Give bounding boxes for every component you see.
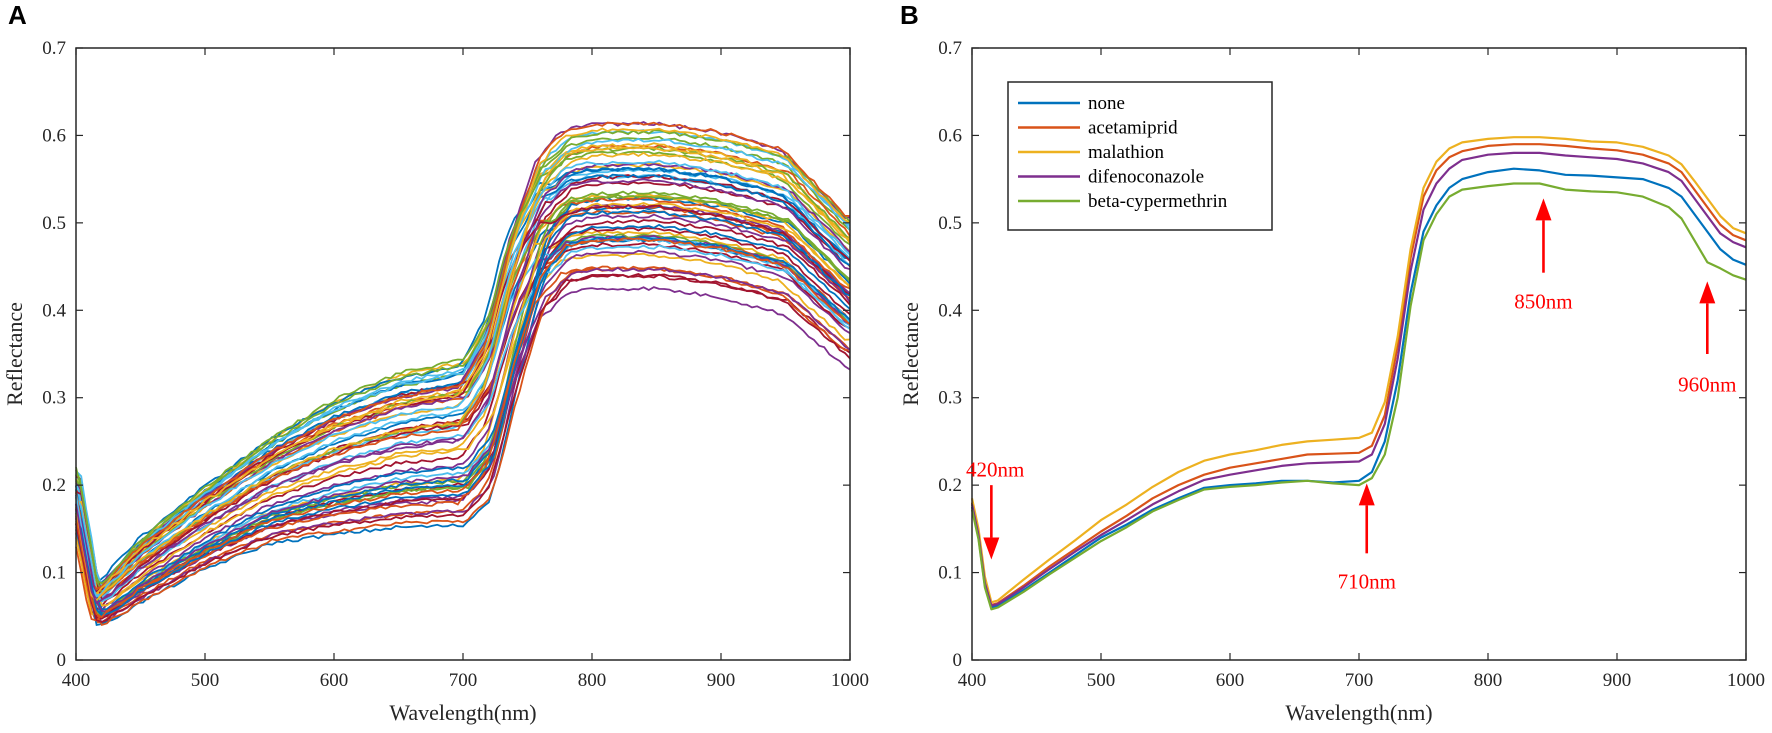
panel-b-ytick-label: 0.7 [938,38,962,59]
panel-b-xtick-label: 900 [1603,670,1632,691]
panel-b-ytick-label: 0.1 [938,563,962,584]
panel-a-ytick-label: 0.4 [42,300,66,321]
panel-b-xtick-label: 500 [1087,670,1116,691]
panel-b-xtick-label: 400 [958,670,987,691]
panel-b-ytick-label: 0.3 [938,388,962,409]
panel-b-ytick-label: 0.6 [938,125,962,146]
panel-a-ytick-label: 0.3 [42,388,66,409]
legend-box [1007,81,1273,231]
spectrum-line [75,193,851,607]
panel-a-ytick-label: 0.1 [42,563,66,584]
annotation-710nm: 710nm [1338,569,1396,593]
panel-a-series [75,121,851,627]
legend-label-acetamiprid: acetamiprid [1088,118,1178,139]
annotation-850nm: 850nm [1514,290,1572,314]
panel-a-xlabel: Wavelength(nm) [389,700,536,725]
panel-b-ytick-label: 0.4 [938,300,962,321]
spectrum-line [75,121,851,591]
panel-a: A 400 500 600 700 800 900 1000 0 0.1 0.2 0.3 0.4 0.5… [2,0,869,725]
panel-a-ylabel: Reflectance [2,302,27,406]
panel-a-ticks: 400 500 600 700 800 900 1000 0 0.1 0.2 0.3 0.4 0.5 0.… [42,38,869,691]
panel-b-xtick-label: 800 [1474,670,1503,691]
annotation-960nm: 960nm [1678,373,1736,397]
legend-label-difenoconazole: difenoconazole [1088,167,1204,188]
series-line-beta-cypermethrin [970,182,1747,611]
spectrum-line [75,266,851,613]
panel-b-ticks: 400 500 600 700 800 900 1000 0 0.1 0.2 0.3 0.4 0.5 0.… [938,38,1765,691]
panel-b: B 400 500 600 700 800 900 1000 0 0.1 0.2 0.3 0.4 0.5… [898,0,1765,725]
spectrum-line [75,178,851,605]
panel-a-xtick-label: 700 [449,670,478,691]
panel-a-ytick-label: 0.7 [42,38,66,59]
spectrum-line [75,127,851,596]
panel-letter-a: A [8,0,27,30]
arrow-head-710nm [1358,483,1375,506]
arrow-head-850nm [1535,198,1552,221]
panel-a-xtick-label: 900 [707,670,736,691]
panel-a-xtick-label: 1000 [831,670,869,691]
panel-b-series [970,136,1747,611]
panel-a-xtick-label: 500 [191,670,220,691]
legend-label-beta-cypermethrin: beta-cypermethrin [1088,191,1228,212]
panel-a-ytick-label: 0.6 [42,125,66,146]
panel-a-xtick-label: 600 [320,670,349,691]
spectrum-line [75,196,851,601]
spectrum-line [75,201,851,607]
panel-a-xtick-label: 400 [62,670,91,691]
arrow-head-420nm [983,537,1000,560]
panel-a-ytick-label: 0 [57,650,67,671]
legend-label-malathion: malathion [1088,142,1164,163]
panel-letter-b: B [900,0,919,30]
panel-b-ytick-label: 0.2 [938,475,962,496]
spectrum-line [75,249,851,618]
spectrum-line [75,204,851,593]
spectrum-line [75,146,851,602]
series-line-acetamiprid [970,143,1747,606]
legend-label-none: none [1088,93,1125,114]
panel-b-annotations: 420nm 710nm 850nm 960nm [966,198,1736,593]
spectrum-line [75,237,851,619]
spectrum-line [75,273,851,623]
series-line-malathion [970,136,1747,604]
spectrum-line [75,137,851,587]
panel-b-ytick-label: 0.5 [938,213,962,234]
series-line-difenoconazole [970,151,1747,607]
panel-b-ylabel: Reflectance [898,302,923,406]
spectrum-line [75,159,851,598]
panel-b-xtick-label: 1000 [1727,670,1765,691]
panel-a-ytick-label: 0.5 [42,213,66,234]
panel-b-ytick-label: 0 [953,650,963,671]
panel-a-ytick-label: 0.2 [42,475,66,496]
annotation-420nm: 420nm [966,457,1024,481]
panel-b-legend: none acetamiprid malathion difenoconazole be… [1007,81,1273,231]
panel-b-xtick-label: 600 [1216,670,1245,691]
panel-b-xlabel: Wavelength(nm) [1285,700,1432,725]
spectrum-line [75,223,851,611]
panel-b-xtick-label: 700 [1345,670,1374,691]
spectrum-line [75,129,851,587]
series-line-none [970,167,1747,609]
panel-a-xtick-label: 800 [578,670,607,691]
spectrum-line [75,209,851,617]
arrow-head-960nm [1699,281,1716,304]
spectrum-line [75,213,851,624]
spectrum-line [75,219,851,601]
